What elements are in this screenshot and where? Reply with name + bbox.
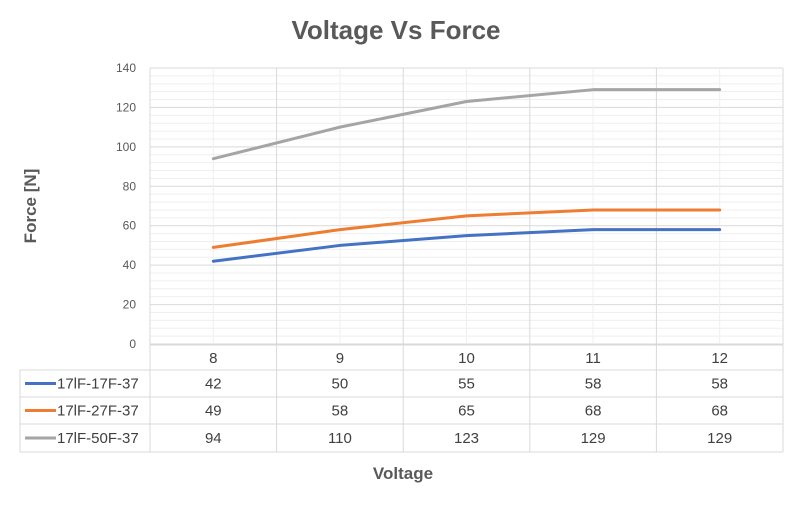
x-tick-label: 11: [585, 350, 601, 367]
legend-label: 17lF-27F-37: [57, 403, 139, 420]
data-table-value: 68: [585, 403, 602, 420]
data-table-value: 129: [707, 430, 732, 447]
data-table-value: 65: [458, 403, 475, 420]
x-tick-label: 10: [458, 350, 475, 367]
data-table-value: 55: [458, 376, 475, 393]
y-tick-label: 60: [123, 219, 137, 233]
y-tick-label: 80: [123, 179, 137, 193]
data-table-value: 68: [711, 403, 728, 420]
chart-title: Voltage Vs Force: [291, 15, 500, 45]
y-tick-label: 0: [129, 337, 136, 351]
data-table-value: 49: [205, 403, 222, 420]
y-tick-label: 120: [116, 100, 136, 114]
x-tick-label: 12: [711, 350, 728, 367]
data-table-value: 58: [332, 403, 349, 420]
x-tick-label: 9: [336, 350, 344, 367]
y-tick-label: 40: [123, 258, 137, 272]
data-table-value: 123: [454, 430, 479, 447]
data-table-value: 58: [711, 376, 728, 393]
legend-label: 17lF-17F-37: [57, 376, 139, 393]
data-table-value: 58: [585, 376, 602, 393]
legend-label: 17lF-50F-37: [57, 430, 139, 447]
y-tick-label: 20: [123, 298, 137, 312]
y-tick-label: 100: [116, 140, 136, 154]
data-table-value: 50: [332, 376, 349, 393]
data-table-value: 110: [328, 430, 352, 447]
y-tick-label: 140: [116, 61, 136, 75]
x-tick-label: 8: [209, 350, 217, 367]
data-table-value: 129: [581, 430, 606, 447]
x-axis-label: Voltage: [373, 464, 433, 483]
data-table-value: 94: [205, 430, 222, 447]
data-table-value: 42: [205, 376, 222, 393]
y-axis-label: Force [N]: [21, 169, 40, 244]
